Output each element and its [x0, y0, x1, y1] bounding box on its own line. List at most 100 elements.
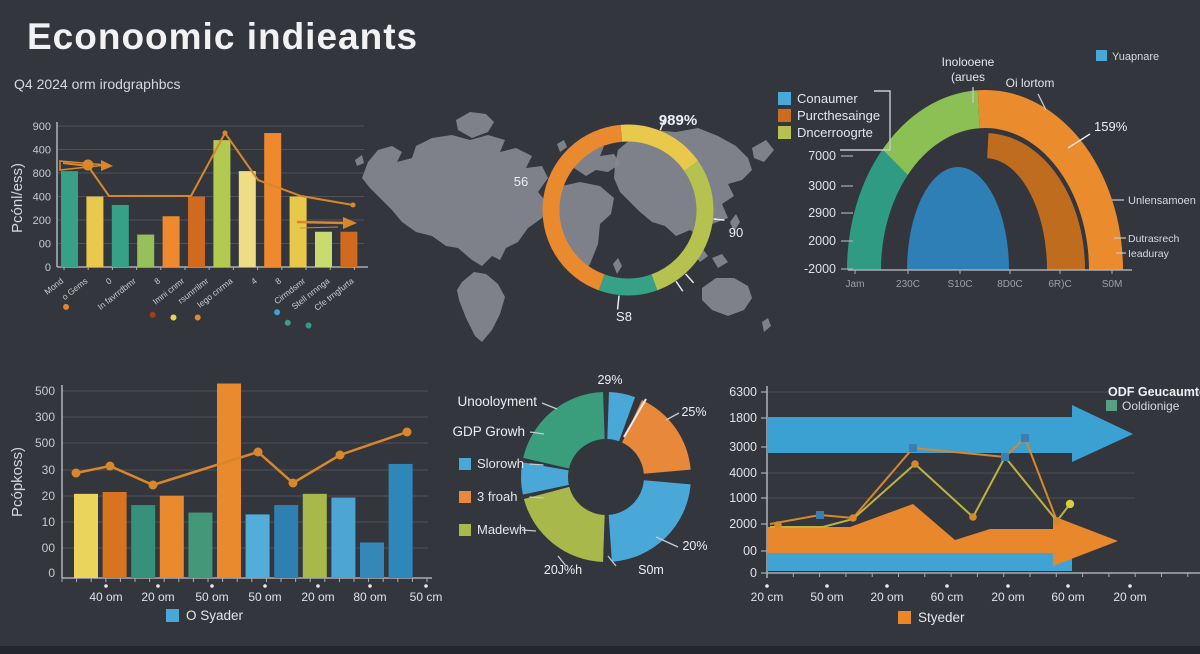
donut-segment [608, 480, 691, 562]
annotation: (arues [951, 70, 985, 84]
map-landmass [752, 140, 774, 162]
legend-label: Dncerroogrte [797, 125, 873, 140]
category-dot [194, 314, 201, 321]
map-landmass [457, 272, 505, 342]
mid-arrow-2 [299, 226, 339, 229]
x-tick-label-group: 8 [273, 276, 283, 287]
line-point [148, 480, 158, 490]
map-landmass [456, 112, 494, 138]
line-point [335, 450, 345, 460]
mid-arrowhead [343, 217, 357, 229]
category-dot [284, 319, 291, 326]
y-tick-label: 30 [42, 463, 56, 477]
bar [331, 497, 356, 578]
legend-label: Madewh [477, 522, 526, 537]
page-subtitle: Q4 2024 orm irodgraphbcs [14, 76, 181, 92]
marker-square [816, 511, 824, 519]
legend-title: ODF Geucaumte [1108, 385, 1200, 399]
legend-label: Slorowh [477, 456, 524, 471]
bar [61, 171, 78, 267]
x-tick-label: 20 cm [751, 590, 784, 604]
annotation-line [1037, 93, 1047, 111]
annotation: Ieaduray [1128, 248, 1170, 260]
callout-line [521, 529, 537, 532]
annotation: 159% [1094, 119, 1128, 134]
gauge-dome [907, 167, 1009, 270]
y-tick-label: 1000 [729, 491, 757, 505]
bar [213, 140, 231, 267]
x-tick-label: 8 [273, 276, 283, 287]
x-tick-label: 40 om [89, 590, 122, 604]
bar [131, 505, 156, 578]
callout-line [557, 555, 567, 567]
legend-swatch [898, 611, 911, 624]
line-point [71, 468, 81, 478]
legend-label: Ooldionige [1122, 399, 1180, 413]
map-landmass [550, 182, 614, 277]
ring-tick [684, 273, 695, 284]
marker-dot [849, 514, 857, 522]
marker-square [909, 444, 917, 452]
x-tick-label: 20 om [141, 590, 174, 604]
chart-gauge: 7000 3000 2900 2000 -2000 Jam 230C S10C 8D0C 6R)C… [778, 50, 1196, 290]
annotation: Dutrasrech [1128, 233, 1180, 245]
map-landmass [730, 214, 740, 232]
x-tick-label: 8 [152, 276, 162, 287]
y-axis-title: Pcónl/ess) [9, 163, 26, 233]
x-tick-label-group: 8 [152, 276, 162, 287]
line-point [222, 130, 228, 136]
x-tick-label: 4 [249, 276, 259, 287]
x-tick-label: 50 cm [410, 590, 443, 604]
marker-dot [911, 460, 919, 468]
bar [245, 514, 270, 578]
bar [162, 216, 180, 267]
callout-line [529, 496, 544, 499]
y-tick-label: 0 [48, 566, 55, 580]
x-tick-label: 20 om [991, 590, 1024, 604]
marker-square [1021, 434, 1029, 442]
line-point [402, 427, 412, 437]
annotation: Unlensamoen [1128, 195, 1196, 207]
legend-swatch [778, 109, 791, 122]
chart-growth-donut: Unooloyment GDP Growh Slorowh 3 froah Madewh… [452, 373, 707, 577]
orange-area-arrow [767, 504, 1118, 566]
callout-line [529, 431, 545, 435]
y-tick-label: 2000 [729, 517, 757, 531]
map-landmass [613, 258, 622, 274]
x-tick-label-group: 0 [104, 276, 114, 287]
legend-swatch [459, 524, 471, 536]
gauge-y-tick: 2900 [808, 206, 836, 220]
gauge-x-tick: S10C [947, 279, 972, 290]
donut-callout: S0m [638, 563, 664, 577]
ring-tick [616, 295, 620, 310]
line-point [105, 461, 115, 471]
donut-callout: 20% [682, 539, 707, 553]
annotation: Oi lortom [1006, 76, 1055, 90]
y-tick-label: 400 [33, 192, 51, 204]
ring-callout: S8 [616, 309, 632, 324]
x-dot [1066, 584, 1070, 588]
y-tick-label: 00 [743, 544, 757, 558]
x-dot [885, 584, 889, 588]
legend-bracket [840, 90, 891, 151]
blue-arrowhead [1072, 405, 1133, 462]
y-axis-title: Pcópkoss) [9, 447, 26, 517]
bar [289, 196, 307, 267]
bar [137, 234, 155, 267]
y-tick-label: 1800 [729, 411, 757, 425]
x-tick-label: o Gems [60, 276, 90, 302]
chart-world-map-ring: 989% 56 90 S8 [355, 112, 774, 342]
map-landmass [557, 140, 567, 152]
map-landmass [702, 278, 752, 316]
bar [315, 231, 332, 267]
category-dot [274, 309, 281, 316]
ring-callout: 56 [514, 174, 528, 189]
x-dot [1006, 584, 1010, 588]
gap-slash [623, 398, 647, 438]
marker-dot [774, 521, 782, 529]
y-tick-label: 20 [42, 489, 56, 503]
bar [388, 463, 413, 578]
gauge-band [847, 149, 908, 270]
